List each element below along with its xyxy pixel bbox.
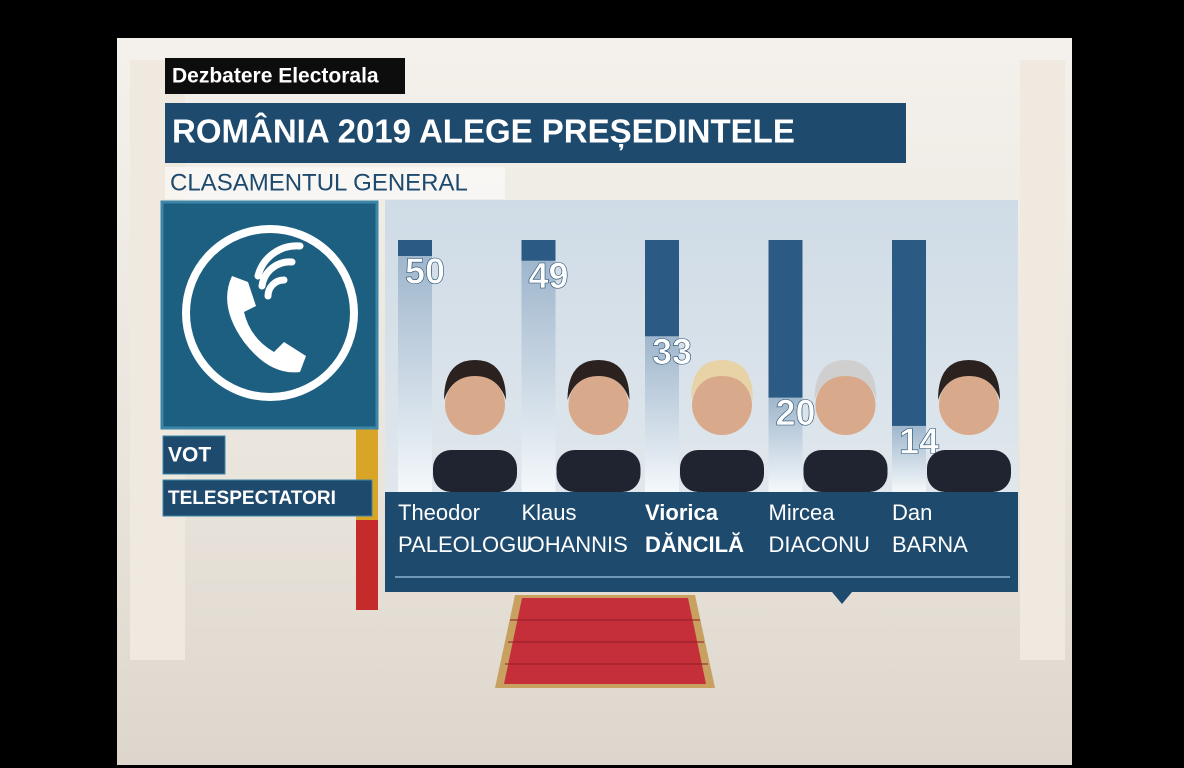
candidate-first-name: Klaus	[522, 500, 577, 525]
candidate-last-name: BARNA	[892, 532, 968, 557]
candidate-first-name: Theodor	[398, 500, 480, 525]
portrait-body	[927, 450, 1011, 492]
portrait-head	[815, 375, 876, 435]
show-label: Dezbatere Electorala	[172, 65, 379, 88]
portrait-head	[568, 375, 629, 435]
portrait	[433, 360, 517, 492]
portrait-hair	[691, 360, 753, 400]
bar	[892, 425, 926, 492]
portrait	[556, 360, 641, 492]
vote-box	[162, 435, 226, 475]
vote-box	[162, 479, 373, 517]
phone-panel	[160, 200, 379, 430]
portrait-hair	[938, 360, 1000, 400]
bar	[521, 260, 556, 492]
portrait-body	[680, 450, 764, 492]
value-label: 49	[528, 255, 568, 296]
subheadline: CLASAMENTUL GENERAL	[170, 169, 468, 196]
value-label: 33	[652, 331, 692, 372]
value-label: 50	[405, 251, 445, 292]
candidate-first-name: Mircea	[769, 500, 836, 525]
names-band	[385, 492, 1018, 592]
portrait-body	[803, 450, 888, 492]
portrait-body	[433, 450, 517, 492]
portrait-body	[556, 450, 641, 492]
candidate-last-name: DĂNCILĂ	[645, 532, 744, 557]
headline-box	[165, 103, 906, 163]
portrait	[927, 360, 1011, 492]
bar	[768, 397, 803, 492]
flag	[356, 520, 378, 610]
portrait-head	[445, 375, 505, 435]
candidate-last-name: DIACONU	[769, 532, 870, 557]
candidate-last-name: IOHANNIS	[522, 532, 628, 557]
bar	[645, 336, 679, 492]
portrait-head	[692, 375, 752, 435]
show-box	[165, 58, 405, 94]
candidate-first-name: Dan	[892, 500, 932, 525]
bar	[398, 256, 432, 492]
headline: ROMÂNIA 2019 ALEGE PREȘEDINTELE	[172, 113, 795, 151]
portrait-hair	[814, 360, 877, 400]
vote-label: TELESPECTATORI	[168, 488, 336, 509]
value-label: 20	[775, 392, 815, 433]
candidate-first-name: Viorica	[645, 500, 719, 525]
pointer	[832, 592, 852, 604]
portrait	[680, 360, 764, 492]
portrait-head	[939, 375, 999, 435]
portrait-hair	[444, 360, 506, 400]
value-label: 14	[899, 420, 939, 461]
portrait	[803, 360, 888, 492]
carpet	[495, 595, 715, 688]
portrait-hair	[567, 360, 630, 400]
column	[1020, 60, 1065, 660]
vote-label: VOT	[168, 444, 211, 467]
subheadline-box	[165, 167, 505, 199]
candidate-last-name: PALEOLOGU	[398, 532, 532, 557]
